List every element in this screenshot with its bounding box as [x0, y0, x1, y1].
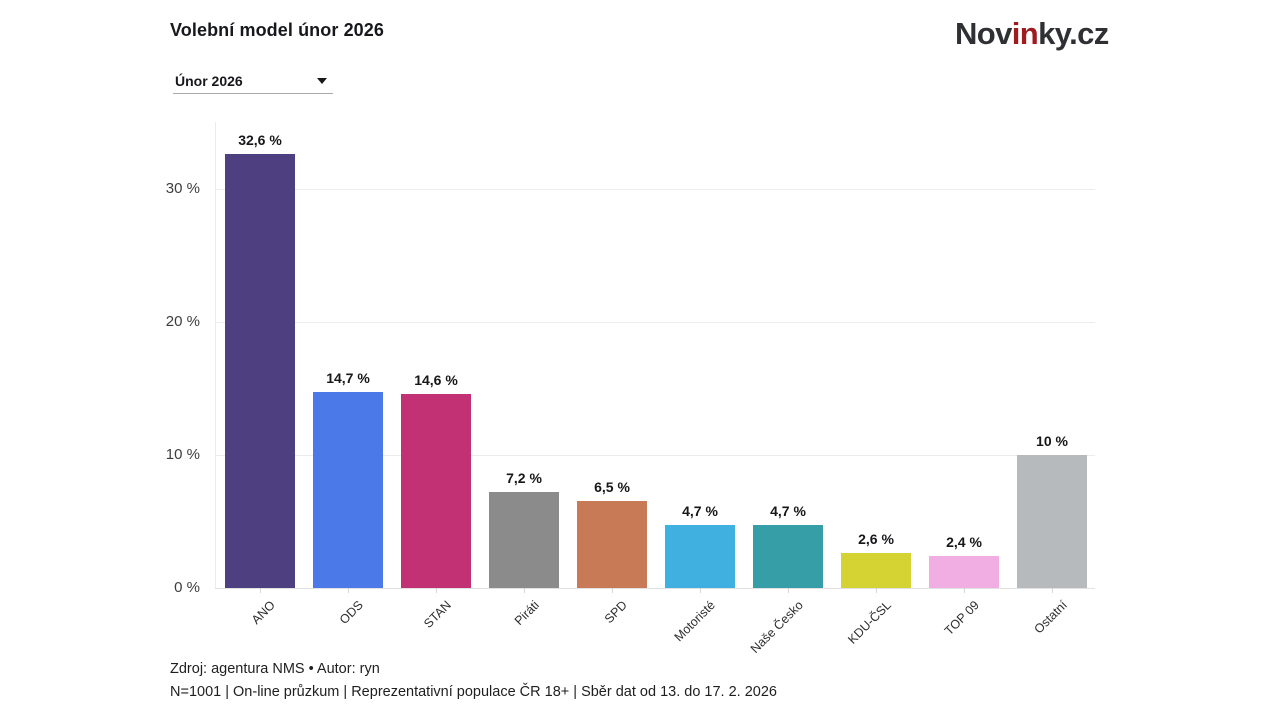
bar-Naše Česko — [753, 525, 823, 588]
bar-value-label: 14,6 % — [414, 371, 458, 388]
y-tick-label: 20 % — [165, 312, 200, 330]
x-tick — [524, 588, 525, 593]
bar-TOP 09 — [929, 556, 999, 588]
y-axis-line — [215, 122, 216, 588]
bar-value-label: 32,6 % — [238, 131, 282, 148]
bar-value-label: 10 % — [1036, 432, 1068, 449]
bar-Ostatní — [1017, 454, 1087, 588]
bar-chart: 0 % 10 % 20 % 30 % 32,6 % ANO 14,7 % ODS 14,6 % S… — [166, 122, 1095, 656]
x-tick — [348, 588, 349, 593]
x-tick — [1052, 588, 1053, 593]
logo-text-start: Nov — [955, 16, 1012, 51]
chart-footer: Zdroj: agentura NMS • Autor: ryn N=1001 … — [170, 658, 777, 704]
bar-STAN — [401, 393, 471, 588]
source-line: Zdroj: agentura NMS • Autor: ryn — [170, 661, 380, 677]
chart-title: Volební model únor 2026 — [170, 20, 385, 40]
period-dropdown[interactable]: Únor 2026 — [173, 68, 333, 94]
bar-value-label: 14,7 % — [326, 370, 370, 387]
logo-text-end: ky.cz — [1038, 16, 1109, 51]
gridline-30 — [215, 188, 1095, 190]
period-dropdown-value: Únor 2026 — [175, 72, 243, 89]
x-category-label: KDU-ČSL — [845, 598, 894, 647]
bar-Motoristé — [665, 525, 735, 588]
bar-Piráti — [489, 492, 559, 588]
bar-value-label: 4,7 % — [682, 503, 718, 520]
x-tick — [700, 588, 701, 593]
y-tick-label: 10 % — [165, 445, 200, 463]
x-tick — [876, 588, 877, 593]
logo-text-accent: in — [1011, 16, 1039, 51]
bar-SPD — [577, 501, 647, 588]
methodology-line: N=1001 | On-line průzkum | Reprezentativ… — [170, 684, 777, 700]
x-category-label: Ostatní — [1031, 598, 1070, 637]
bar-KDU-ČSL — [841, 553, 911, 588]
bar-value-label: 2,4 % — [946, 534, 982, 551]
x-tick — [436, 588, 437, 593]
x-tick — [788, 588, 789, 593]
bar-ODS — [313, 392, 383, 588]
bar-value-label: 7,2 % — [506, 470, 542, 487]
gridline-10 — [215, 454, 1095, 456]
y-tick-label: 30 % — [165, 179, 200, 197]
gridline-0 — [215, 588, 1095, 589]
bar-value-label: 2,6 % — [858, 531, 894, 548]
y-tick-label: 0 % — [174, 579, 200, 596]
bar-value-label: 4,7 % — [770, 503, 806, 520]
chevron-down-icon — [317, 77, 327, 84]
x-tick — [612, 588, 613, 593]
bar-ANO — [225, 153, 295, 588]
x-tick — [260, 588, 261, 593]
gridline-20 — [215, 321, 1095, 323]
novinky-logo: Novinky.cz — [955, 16, 1109, 52]
bar-value-label: 6,5 % — [594, 479, 630, 496]
x-tick — [964, 588, 965, 593]
x-category-label: TOP 09 — [941, 598, 982, 639]
